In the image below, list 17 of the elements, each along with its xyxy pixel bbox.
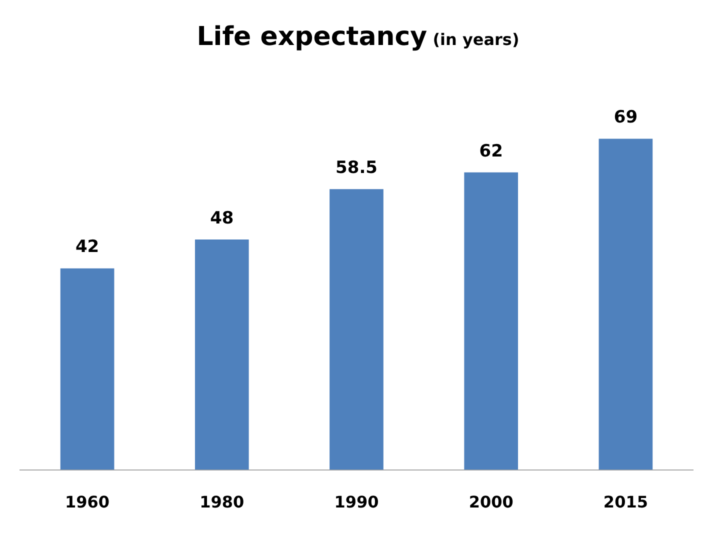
- bar: [330, 189, 384, 470]
- data-label: 69: [614, 108, 638, 128]
- bar: [464, 172, 518, 470]
- bar: [194, 240, 249, 470]
- data-label: 48: [210, 208, 234, 228]
- chart-title: Life expectancy: [196, 22, 428, 52]
- chart-subtitle: (in years): [432, 30, 520, 49]
- x-tick-label: 1990: [334, 492, 379, 512]
- x-tick-label: 2015: [603, 492, 648, 512]
- bar: [598, 138, 653, 470]
- data-label: 62: [479, 141, 503, 162]
- data-label: 42: [75, 237, 100, 258]
- x-tick-label: 1960: [65, 492, 110, 512]
- data-label: 58.5: [336, 158, 378, 178]
- bar: [60, 268, 114, 470]
- x-tick-label: 2000: [468, 492, 514, 512]
- x-tick-label: 1980: [200, 492, 244, 512]
